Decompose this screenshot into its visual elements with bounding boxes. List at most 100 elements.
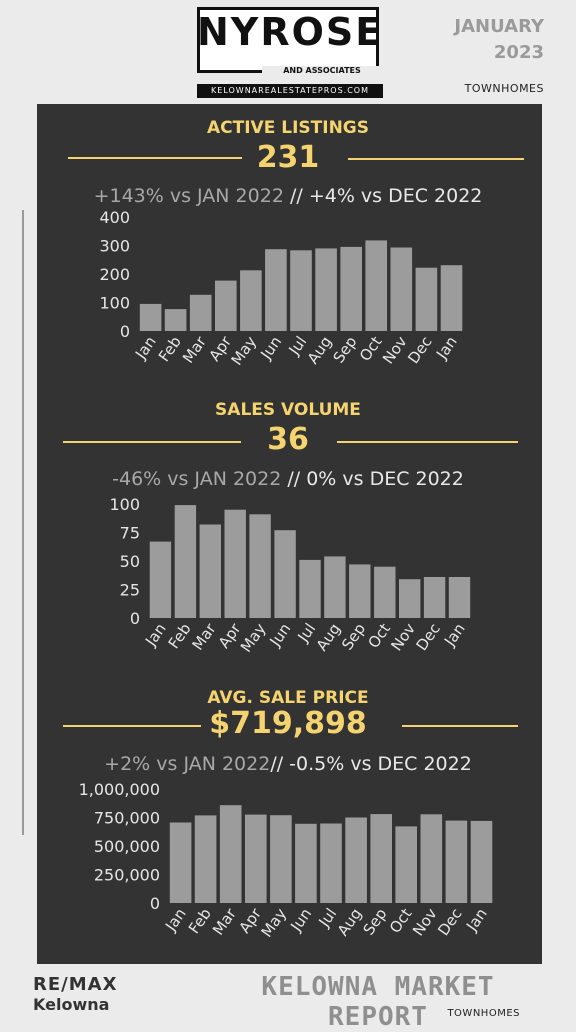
x-tick-label: Nov xyxy=(387,620,419,654)
bar-dec-11 xyxy=(423,577,446,618)
bar-aug-7 xyxy=(315,248,337,331)
logo-subtitle: AND ASSOCIATES xyxy=(262,66,382,75)
x-tick-label: Mar xyxy=(179,332,210,366)
bar-dec-11 xyxy=(415,267,438,331)
logo-url: KELOWNAREALESTATEPROS.COM xyxy=(197,84,383,98)
bar-mar-2 xyxy=(199,524,221,618)
divider-left xyxy=(68,157,242,159)
bar-jan-12 xyxy=(440,265,463,331)
bar-jan-12 xyxy=(448,577,471,618)
bar-sep-8 xyxy=(349,564,371,618)
report-year: 2023 xyxy=(493,42,544,63)
bar-may-4 xyxy=(249,514,271,618)
decorative-side-line xyxy=(22,210,24,835)
bar-may-4 xyxy=(270,815,292,903)
x-tick-label: Jan xyxy=(161,905,190,935)
bar-apr-3 xyxy=(224,509,246,618)
avg-sale-price-chart: 0250,000500,000750,0001,000,000JanFebMar… xyxy=(79,780,493,941)
x-tick-label: May xyxy=(228,333,261,369)
x-tick-label: Oct xyxy=(386,905,416,937)
x-tick-label: Feb xyxy=(155,333,185,365)
y-tick-label: 25 xyxy=(120,581,140,600)
footer-property-type: TOWNHOMES xyxy=(447,1008,520,1019)
logo-name: NYROSE xyxy=(197,10,384,54)
mom-change: -0.5% vs DEC 2022 xyxy=(289,753,472,775)
brokerage-logo: RE/MAX xyxy=(33,974,118,995)
bar-jan-0 xyxy=(149,541,172,618)
bar-oct-9 xyxy=(374,566,396,618)
bar-nov-10 xyxy=(390,247,413,331)
bar-apr-3 xyxy=(245,814,267,903)
bar-feb-1 xyxy=(164,309,187,331)
x-tick-label: May xyxy=(258,905,291,941)
y-tick-label: 75 xyxy=(120,524,140,543)
bar-nov-10 xyxy=(420,814,443,903)
x-tick-label: Jan xyxy=(141,620,170,650)
active-listings-comparison: +143% vs JAN 2022 // +4% vs DEC 2022 xyxy=(0,185,576,207)
x-tick-label: Feb xyxy=(185,905,215,937)
y-tick-label: 400 xyxy=(99,208,130,227)
bar-aug-7 xyxy=(324,556,346,618)
y-tick-label: 50 xyxy=(120,552,140,571)
x-tick-label: Sep xyxy=(338,620,369,653)
x-tick-label: Jun xyxy=(266,620,295,650)
sales-volume-title: SALES VOLUME xyxy=(215,400,361,420)
x-tick-label: Sep xyxy=(360,905,391,938)
x-tick-label: Aug xyxy=(313,620,345,654)
yoy-change: -46% vs JAN 2022 xyxy=(112,468,282,490)
bar-may-4 xyxy=(240,270,262,331)
active-listings-title: ACTIVE LISTINGS xyxy=(207,118,369,138)
x-tick-label: Dec xyxy=(404,333,435,367)
divider-right xyxy=(337,441,518,443)
x-tick-label: Jan xyxy=(131,333,160,363)
bar-jun-5 xyxy=(274,530,296,618)
bar-mar-2 xyxy=(219,805,242,903)
bar-jul-6 xyxy=(320,823,342,903)
x-tick-label: Aug xyxy=(304,333,336,367)
bar-jan-12 xyxy=(470,820,493,903)
property-type-label: TOWNHOMES xyxy=(464,82,544,95)
sales-volume-comparison: -46% vs JAN 2022 // 0% vs DEC 2022 xyxy=(0,468,576,490)
x-tick-label: Nov xyxy=(379,333,411,367)
bar-sep-8 xyxy=(340,246,362,331)
x-tick-label: Jun xyxy=(256,333,285,363)
y-tick-label: 0 xyxy=(120,322,130,341)
bar-oct-9 xyxy=(365,240,387,331)
y-tick-label: 200 xyxy=(99,265,130,284)
sales-volume-value: 36 xyxy=(267,422,309,457)
bar-dec-11 xyxy=(445,820,468,903)
y-tick-label: 750,000 xyxy=(94,809,160,828)
y-tick-label: 500,000 xyxy=(94,837,160,856)
yoy-change: +143% vs JAN 2022 xyxy=(93,185,284,207)
y-tick-label: 100 xyxy=(99,294,130,313)
bar-nov-10 xyxy=(399,579,421,618)
x-tick-label: Jun xyxy=(286,905,315,935)
brokerage-city: Kelowna xyxy=(33,995,110,1014)
x-tick-label: Jan xyxy=(462,905,491,935)
y-tick-label: 1,000,000 xyxy=(79,780,160,799)
divider-right xyxy=(348,158,524,160)
yoy-change: +2% vs JAN 2022 xyxy=(104,753,271,775)
bar-feb-1 xyxy=(174,505,197,618)
bar-jul-6 xyxy=(299,559,321,618)
bar-sep-8 xyxy=(370,814,392,903)
bar-apr-3 xyxy=(215,280,237,331)
separator: // xyxy=(281,468,307,490)
x-tick-label: Mar xyxy=(209,904,240,938)
x-tick-label: Mar xyxy=(189,619,220,653)
x-tick-label: Aug xyxy=(334,905,366,939)
x-tick-label: Sep xyxy=(330,333,361,366)
bar-mar-2 xyxy=(189,294,212,331)
x-tick-label: Oct xyxy=(356,333,386,365)
y-tick-label: 0 xyxy=(130,609,140,628)
bar-jun-5 xyxy=(265,249,287,331)
avg-sale-price-comparison: +2% vs JAN 2022// -0.5% vs DEC 2022 xyxy=(0,753,576,775)
bar-jun-5 xyxy=(295,823,317,903)
bar-feb-1 xyxy=(194,815,217,903)
bar-aug-7 xyxy=(345,817,367,903)
x-tick-label: Jan xyxy=(432,333,461,363)
bar-jan-0 xyxy=(139,303,162,331)
x-tick-label: Nov xyxy=(409,905,441,939)
